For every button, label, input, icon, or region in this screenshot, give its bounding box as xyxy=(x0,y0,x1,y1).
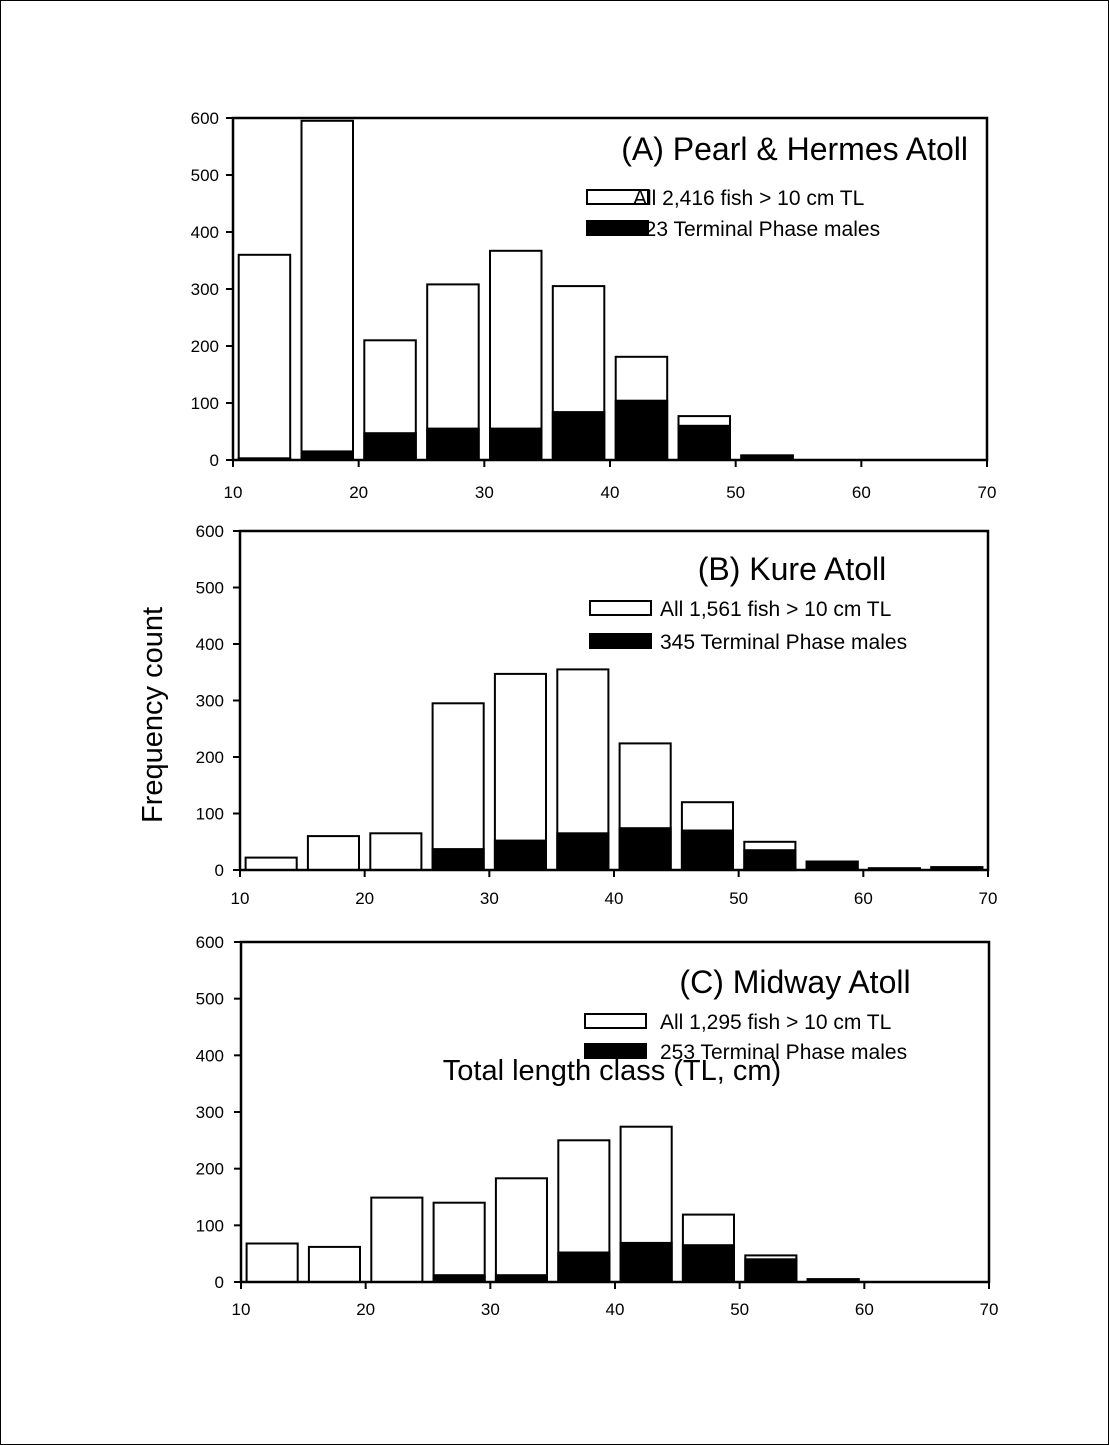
bar-all-fish xyxy=(237,253,292,461)
y-tick-label: 0 xyxy=(210,451,219,470)
bar-all-fish xyxy=(306,835,360,871)
x-tick-label: 20 xyxy=(356,1300,375,1319)
panel-c: 0 100 200 300 400 500 600 10 20 30 40 50 60 70 (C) Mid… xyxy=(196,933,999,1319)
legend-label-all: All 2,416 fish > 10 cm TL xyxy=(633,187,864,210)
bar-terminal-males xyxy=(614,399,669,462)
y-tick-label: 600 xyxy=(191,109,219,128)
x-tick-label: 10 xyxy=(224,483,243,502)
y-tick-label: 200 xyxy=(191,337,219,356)
legend-label-all: All 1,561 fish > 10 cm TL xyxy=(660,598,891,621)
y-tick-label: 500 xyxy=(196,990,224,1009)
y-tick-label: 0 xyxy=(215,1273,224,1292)
y-tick-label: 100 xyxy=(196,1216,224,1235)
x-tick-label: 10 xyxy=(232,1300,251,1319)
bar-all-fish xyxy=(307,1245,361,1284)
y-tick-label: 0 xyxy=(215,861,224,880)
x-tick-label: 60 xyxy=(855,1300,874,1319)
legend-swatch-all xyxy=(586,189,649,205)
x-tick-label: 30 xyxy=(475,483,494,502)
x-axis-label: Total length class (TL, cm) xyxy=(443,1055,781,1087)
x-tick-label: 40 xyxy=(601,483,620,502)
x-tick-label: 20 xyxy=(349,483,368,502)
x-tick-label: 50 xyxy=(726,483,745,502)
bar-terminal-males xyxy=(556,832,610,871)
x-tick-label: 70 xyxy=(979,889,998,908)
legend-swatch-males xyxy=(586,220,649,236)
bar-terminal-males xyxy=(680,829,735,871)
y-tick-label: 300 xyxy=(196,692,224,711)
bar-terminal-males xyxy=(618,827,672,872)
y-tick-label: 400 xyxy=(196,1046,224,1065)
bar-all-fish xyxy=(245,1242,299,1283)
y-tick-label: 100 xyxy=(196,805,224,824)
y-tick-label: 200 xyxy=(196,1160,224,1179)
x-tick-label: 60 xyxy=(854,889,873,908)
x-tick-label: 20 xyxy=(355,889,374,908)
bar-all-fish xyxy=(432,1201,486,1283)
y-tick-label: 300 xyxy=(196,1103,224,1122)
legend-swatch-all xyxy=(589,600,652,616)
y-tick-label: 600 xyxy=(196,933,224,952)
bar-all-fish xyxy=(494,1177,548,1284)
x-tick-label: 50 xyxy=(730,1300,749,1319)
bar-terminal-males xyxy=(493,839,547,871)
legend-label-males: 345 Terminal Phase males xyxy=(660,631,907,654)
bar-all-fish xyxy=(493,672,547,872)
panel-a: 0 100 200 300 400 500 600 10 20 30 40 50 60 70 (A) Pea… xyxy=(191,109,997,502)
panel-b: 0 100 200 300 400 500 600 10 20 30 40 50 60 70 (B) Kur… xyxy=(196,522,998,908)
panel-title: (C) Midway Atoll xyxy=(679,964,910,1000)
panel-title: (B) Kure Atoll xyxy=(698,551,887,587)
x-tick-label: 40 xyxy=(606,1300,625,1319)
y-axis-label: Frequency count xyxy=(137,607,169,823)
bar-terminal-males xyxy=(551,411,606,462)
bar-terminal-males xyxy=(744,1258,798,1284)
y-tick-label: 600 xyxy=(196,522,224,541)
legend-swatch-all xyxy=(584,1013,647,1029)
y-tick-label: 400 xyxy=(191,223,219,242)
x-tick-label: 30 xyxy=(480,889,499,908)
legend-label-all: All 1,295 fish > 10 cm TL xyxy=(660,1011,891,1034)
y-tick-label: 500 xyxy=(191,166,219,185)
x-tick-label: 50 xyxy=(729,889,748,908)
bar-all-fish xyxy=(370,1196,424,1283)
x-tick-label: 10 xyxy=(231,889,250,908)
bar-terminal-males xyxy=(677,424,731,461)
x-tick-label: 70 xyxy=(978,483,997,502)
bar-terminal-males xyxy=(489,427,543,462)
bar-all-fish xyxy=(300,119,354,462)
bar-all-fish xyxy=(431,702,485,871)
bar-terminal-males xyxy=(300,450,354,461)
y-tick-label: 400 xyxy=(196,635,224,654)
y-tick-label: 100 xyxy=(191,394,219,413)
legend-label-males: 423 Terminal Phase males xyxy=(633,218,880,241)
bar-terminal-males xyxy=(619,1241,673,1284)
y-tick-label: 200 xyxy=(196,748,224,767)
y-tick-label: 300 xyxy=(191,280,219,299)
bar-terminal-males xyxy=(743,849,797,872)
bar-terminal-males xyxy=(557,1251,611,1283)
bar-all-fish xyxy=(369,832,423,871)
legend-swatch-males xyxy=(584,1043,647,1059)
x-tick-label: 30 xyxy=(481,1300,500,1319)
bar-terminal-males xyxy=(805,860,859,871)
bar-terminal-males xyxy=(681,1244,736,1283)
legend-swatch-males xyxy=(589,633,652,649)
legend-label-males: 253 Terminal Phase males xyxy=(660,1041,907,1064)
bar-terminal-males xyxy=(431,848,485,871)
bar-terminal-males xyxy=(363,432,417,462)
y-tick-label: 500 xyxy=(196,579,224,598)
x-tick-label: 60 xyxy=(852,483,871,502)
bar-terminal-males xyxy=(426,427,480,462)
x-tick-label: 40 xyxy=(605,889,624,908)
bar-all-fish xyxy=(244,856,298,871)
panel-title: (A) Pearl & Hermes Atoll xyxy=(621,131,968,167)
x-tick-label: 70 xyxy=(980,1300,999,1319)
